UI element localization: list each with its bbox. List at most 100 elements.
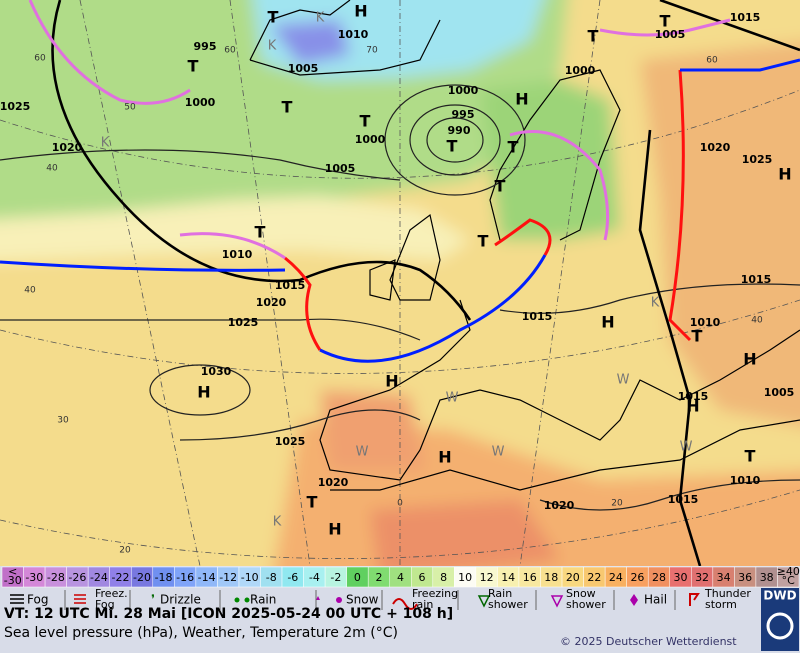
- pressure-center: T: [660, 12, 671, 31]
- isobar-label: 1020: [318, 476, 349, 489]
- scale-label: 36: [738, 571, 752, 584]
- pressure-center: T: [745, 447, 756, 466]
- weather-symbol: W: [492, 445, 505, 460]
- cold-front: [680, 58, 800, 72]
- temperature-label: 40: [751, 316, 763, 326]
- isobar-label: 1025: [275, 435, 306, 448]
- cold-front: [319, 254, 547, 363]
- scale-label: 14: [501, 571, 515, 584]
- field-cold: [252, 0, 544, 80]
- isobar-label: 1010: [730, 474, 761, 487]
- isobars: [0, 0, 800, 566]
- isobar-label: 1005: [325, 162, 356, 175]
- weather-label: Snow: [346, 593, 379, 607]
- scale-label: 4: [397, 571, 404, 584]
- isobar-label: 1010: [222, 248, 253, 261]
- warm-front: [494, 218, 552, 256]
- fronts: [0, 0, 800, 363]
- icon-thunderstorm: [689, 593, 700, 606]
- icon-freezing-fog: [74, 594, 86, 604]
- valid-time: VT: 12 UTC Mi. 28 Mai [ICON 2025-05-24 0…: [4, 606, 453, 622]
- occlusion: [509, 130, 610, 241]
- weather-symbol: K: [101, 136, 110, 151]
- description: Sea level pressure (hPa), Weather, Tempe…: [4, 625, 398, 641]
- scale-label: -8: [266, 571, 277, 584]
- isobar-label: 1015: [668, 493, 699, 506]
- pressure-center: T: [282, 98, 293, 117]
- scale-cell: [777, 566, 800, 588]
- weather-map: 1015 995 1000 1010 1005 1025 1020 1000 995 990 100…: [0, 0, 800, 566]
- isobar-label: 1000: [355, 133, 386, 146]
- field-cool: [0, 196, 470, 262]
- pressure-center: T: [188, 57, 199, 76]
- temperature-label: 60: [224, 46, 236, 56]
- isobar-label: 1005: [288, 62, 319, 75]
- scale-label: -30: [25, 571, 43, 584]
- temperature-label: 50: [124, 103, 136, 113]
- weather-label: shower: [566, 598, 606, 611]
- scale-label: 2: [375, 571, 382, 584]
- graticule-line: [519, 0, 601, 566]
- isobar-label: 1020: [544, 499, 575, 512]
- weather-label: storm: [705, 598, 737, 611]
- field-hot: [370, 500, 560, 566]
- scale-label: <: [8, 566, 17, 578]
- scale-label: 26: [630, 571, 644, 584]
- weather-label: Freez.: [95, 587, 128, 600]
- copyright: © 2025 Deutscher Wetterdienst: [560, 635, 737, 648]
- field-iberia: [320, 390, 425, 470]
- scale-label: -14: [198, 571, 216, 584]
- scale-label: 12: [480, 571, 494, 584]
- pressure-center: T: [508, 138, 519, 157]
- weather-label: Hail: [644, 593, 667, 607]
- isobar-label: 1005: [764, 386, 795, 399]
- temperature-label: 20: [119, 546, 131, 556]
- weather-label: Thunder: [704, 587, 751, 600]
- graticule-line: [0, 89, 800, 179]
- pressure-center: T: [255, 223, 266, 242]
- pressure-center: T: [495, 177, 506, 196]
- warm-front: [284, 256, 322, 351]
- pressure-center: H: [686, 397, 699, 416]
- isobar: [384, 84, 526, 196]
- weather-label: Rain: [488, 587, 512, 600]
- temperature-label: 60: [706, 56, 718, 66]
- pressure-center: T: [588, 27, 599, 46]
- graticule-line: [79, 0, 201, 566]
- isobar-label: 995: [194, 40, 217, 53]
- logo-mark: [766, 612, 794, 640]
- scale-label: -24: [90, 571, 108, 584]
- isobar-label: 995: [452, 108, 475, 121]
- weather-label: rain: [412, 598, 433, 611]
- pressure-center: T: [447, 137, 458, 156]
- scale-label: 24: [609, 571, 623, 584]
- field-coldest: [270, 20, 350, 65]
- weather-symbol: W: [617, 373, 630, 388]
- pressure-center: H: [385, 372, 398, 391]
- weather-symbol: K: [273, 515, 282, 530]
- weather-label: Rain: [250, 593, 276, 607]
- scale-label: 32: [695, 571, 709, 584]
- legend-panel: <-30 -30 -28 -26 -24 -22 -20 -18 -16 -14 -12 -10 -8-…: [1, 566, 800, 651]
- weather-legend: ❜ Fog Freez.Fog Drizzle Rain Snow Freezingrai…: [10, 587, 751, 611]
- isobar: [0, 149, 401, 181]
- isobar-label: 1015: [678, 390, 709, 403]
- scale-label: -20: [133, 571, 151, 584]
- isobar-label: 1020: [256, 296, 287, 309]
- scale-label: -4: [309, 571, 320, 584]
- weather-symbol: K: [651, 296, 660, 311]
- scale-label: -18: [155, 571, 173, 584]
- isobar-label: 990: [448, 124, 471, 137]
- isobar-label: 1005: [655, 28, 686, 41]
- isobar-label: 1020: [52, 141, 83, 154]
- scale-label: 22: [587, 571, 601, 584]
- scale-label: 8: [440, 571, 447, 584]
- scale-label: -12: [219, 571, 237, 584]
- graticule-line: [0, 299, 800, 374]
- field-scandinavia: [480, 80, 620, 240]
- cold-front: [0, 260, 286, 272]
- coast-greenland: [249, 0, 441, 76]
- icon-fog: [10, 594, 24, 604]
- isobar-label: 1015: [275, 279, 306, 292]
